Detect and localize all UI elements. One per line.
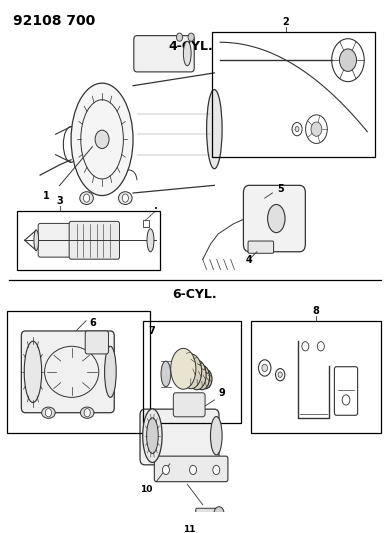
Bar	[251, 321, 381, 433]
Text: 1: 1	[43, 191, 49, 200]
Bar	[7, 311, 151, 433]
Circle shape	[339, 49, 356, 71]
FancyBboxPatch shape	[248, 241, 274, 253]
FancyBboxPatch shape	[243, 185, 305, 252]
Circle shape	[190, 465, 197, 474]
FancyBboxPatch shape	[196, 508, 220, 519]
Text: 6-CYL.: 6-CYL.	[173, 287, 217, 301]
Circle shape	[83, 194, 90, 202]
FancyBboxPatch shape	[134, 36, 194, 72]
FancyBboxPatch shape	[38, 223, 73, 257]
Ellipse shape	[194, 365, 209, 390]
Ellipse shape	[80, 192, 93, 205]
Text: 4-CYL.: 4-CYL.	[169, 40, 213, 53]
Ellipse shape	[80, 407, 94, 418]
Ellipse shape	[24, 341, 42, 402]
Ellipse shape	[42, 407, 55, 418]
FancyBboxPatch shape	[85, 331, 108, 354]
Text: 8: 8	[312, 305, 319, 316]
Ellipse shape	[188, 360, 206, 390]
Ellipse shape	[268, 205, 285, 232]
Ellipse shape	[119, 192, 132, 205]
Circle shape	[163, 465, 169, 474]
Bar	[143, 220, 149, 228]
Ellipse shape	[181, 354, 202, 389]
Text: •: •	[154, 206, 158, 212]
Ellipse shape	[200, 369, 212, 389]
FancyBboxPatch shape	[21, 331, 114, 413]
Circle shape	[45, 409, 51, 417]
Text: 92108 700: 92108 700	[13, 14, 95, 28]
Text: 2: 2	[282, 17, 289, 27]
Circle shape	[84, 409, 90, 417]
FancyBboxPatch shape	[140, 409, 219, 465]
FancyBboxPatch shape	[69, 221, 119, 259]
Ellipse shape	[211, 417, 222, 455]
Circle shape	[176, 33, 183, 41]
FancyBboxPatch shape	[154, 456, 228, 482]
Ellipse shape	[147, 229, 154, 252]
Circle shape	[262, 364, 268, 372]
Ellipse shape	[34, 230, 39, 251]
Text: 10: 10	[140, 485, 153, 494]
Ellipse shape	[171, 349, 196, 389]
Circle shape	[214, 507, 224, 520]
Text: 5: 5	[277, 184, 284, 194]
Bar	[143, 321, 241, 423]
Ellipse shape	[183, 41, 191, 66]
Text: 3: 3	[57, 196, 63, 206]
Ellipse shape	[161, 361, 171, 386]
Ellipse shape	[143, 409, 162, 463]
Circle shape	[295, 126, 299, 132]
Circle shape	[122, 194, 128, 202]
Ellipse shape	[105, 346, 116, 398]
Circle shape	[188, 33, 194, 41]
Ellipse shape	[71, 83, 133, 196]
Text: 6: 6	[90, 318, 97, 328]
Bar	[17, 211, 160, 270]
Bar	[213, 32, 375, 157]
Text: 4: 4	[246, 255, 253, 265]
Circle shape	[278, 372, 282, 377]
Text: 9: 9	[218, 389, 225, 398]
FancyBboxPatch shape	[173, 393, 205, 417]
Ellipse shape	[147, 418, 158, 454]
Text: 7: 7	[149, 326, 155, 336]
Circle shape	[213, 465, 220, 474]
Circle shape	[95, 130, 109, 149]
Text: 11: 11	[183, 525, 195, 533]
Circle shape	[311, 122, 322, 136]
Ellipse shape	[207, 90, 222, 169]
